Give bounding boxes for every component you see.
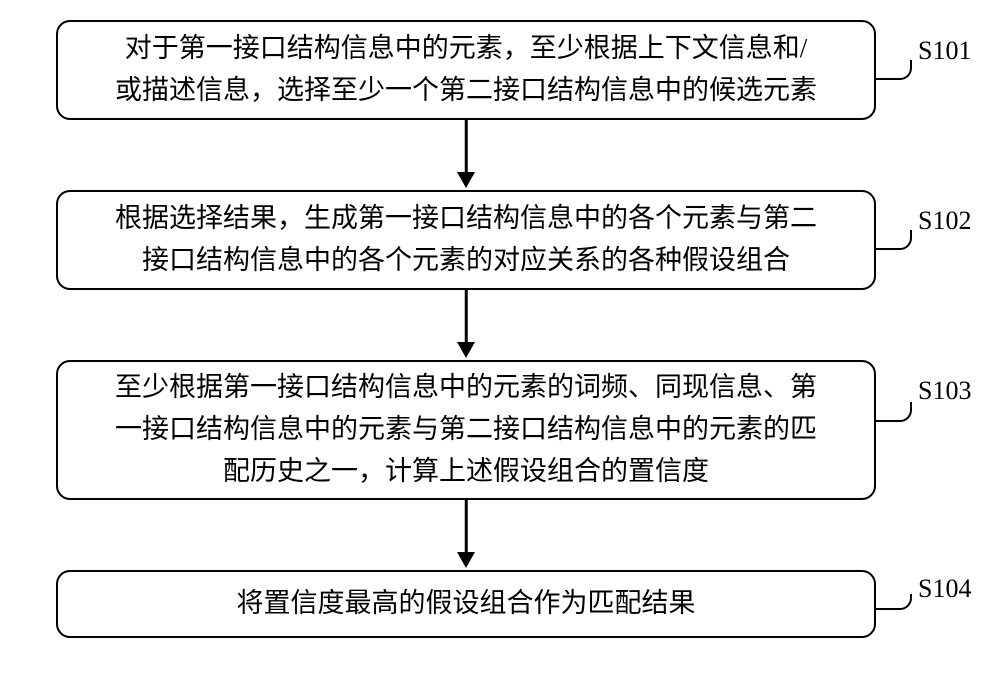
step-label-s102: S102 <box>918 206 971 236</box>
flowchart-canvas: 对于第一接口结构信息中的元素，至少根据上下文信息和/ 或描述信息，选择至少一个第… <box>0 0 1000 678</box>
label-connector <box>876 60 912 80</box>
label-connector <box>876 230 912 250</box>
step-label-s101: S101 <box>918 36 971 66</box>
label-connector <box>876 594 912 610</box>
arrow-head-icon <box>457 552 475 568</box>
step-label-s104: S104 <box>918 574 971 604</box>
flow-node-s102: 根据选择结果，生成第一接口结构信息中的各个元素与第二 接口结构信息中的各个元素的… <box>56 190 876 290</box>
flow-node-s101: 对于第一接口结构信息中的元素，至少根据上下文信息和/ 或描述信息，选择至少一个第… <box>56 20 876 120</box>
flow-node-text: 根据选择结果，生成第一接口结构信息中的各个元素与第二 接口结构信息中的各个元素的… <box>115 198 817 282</box>
arrow-head-icon <box>457 342 475 358</box>
arrow-line <box>465 290 468 342</box>
flow-node-text: 至少根据第一接口结构信息中的元素的词频、同现信息、第 一接口结构信息中的元素与第… <box>115 367 817 493</box>
flow-node-s103: 至少根据第一接口结构信息中的元素的词频、同现信息、第 一接口结构信息中的元素与第… <box>56 360 876 500</box>
arrow-line <box>465 500 468 552</box>
step-label-s103: S103 <box>918 376 971 406</box>
flow-node-text: 对于第一接口结构信息中的元素，至少根据上下文信息和/ 或描述信息，选择至少一个第… <box>115 28 817 112</box>
label-connector <box>876 402 912 422</box>
flow-node-text: 将置信度最高的假设组合作为匹配结果 <box>237 583 696 625</box>
arrow-head-icon <box>457 172 475 188</box>
arrow-line <box>465 120 468 172</box>
flow-node-s104: 将置信度最高的假设组合作为匹配结果 <box>56 570 876 638</box>
